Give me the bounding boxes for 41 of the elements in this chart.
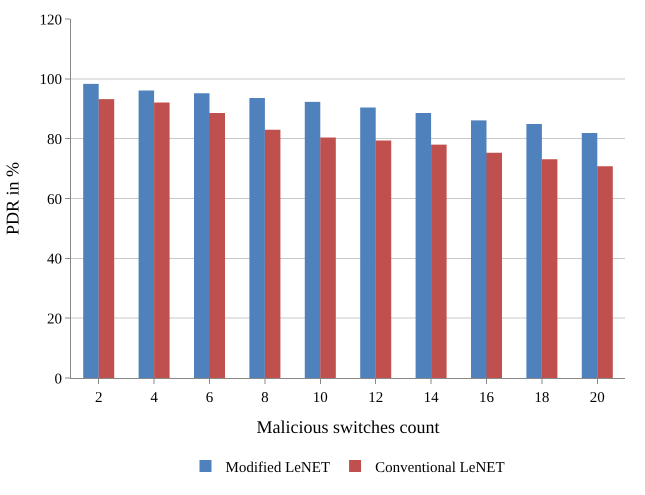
bar (360, 108, 376, 378)
legend-label: Conventional LeNET (375, 460, 505, 476)
bar (416, 112, 432, 378)
x-tick-label: 18 (534, 390, 550, 406)
bar (83, 84, 99, 378)
x-tick-label: 10 (312, 390, 328, 406)
x-tick-label: 14 (424, 390, 440, 406)
y-tick-label: 20 (47, 311, 62, 328)
x-tick-label: 16 (479, 390, 494, 406)
x-tick-label: 6 (206, 390, 214, 406)
bar (154, 102, 170, 378)
bar (194, 93, 210, 378)
y-tick-label: 120 (40, 12, 62, 28)
x-tick-label: 4 (150, 390, 158, 406)
y-tick-label: 100 (40, 72, 62, 88)
bar (486, 152, 502, 378)
y-tick-label: 80 (47, 132, 62, 148)
bar (526, 124, 542, 378)
x-tick-label: 8 (261, 390, 269, 406)
y-tick-label: 0 (54, 371, 62, 388)
bar (376, 140, 392, 378)
x-tick-label: 12 (368, 390, 384, 406)
x-tick-label: 20 (590, 390, 605, 406)
y-axis-title: PDR in % (2, 162, 23, 236)
legend-label: Modified LeNET (226, 460, 330, 476)
bar (210, 112, 226, 378)
bar (304, 102, 320, 378)
bar (582, 132, 598, 378)
bar (320, 137, 336, 378)
bar (542, 159, 558, 378)
bar (597, 166, 613, 378)
bar (138, 90, 154, 378)
y-tick-label: 60 (47, 192, 62, 208)
x-tick-label: 2 (94, 390, 102, 406)
bar (431, 144, 447, 378)
x-axis-title: Malicious switches count (256, 417, 440, 438)
bar (98, 99, 114, 378)
bar (264, 130, 280, 378)
y-tick-label: 40 (47, 252, 62, 268)
bar (470, 120, 486, 378)
bar (249, 98, 265, 378)
